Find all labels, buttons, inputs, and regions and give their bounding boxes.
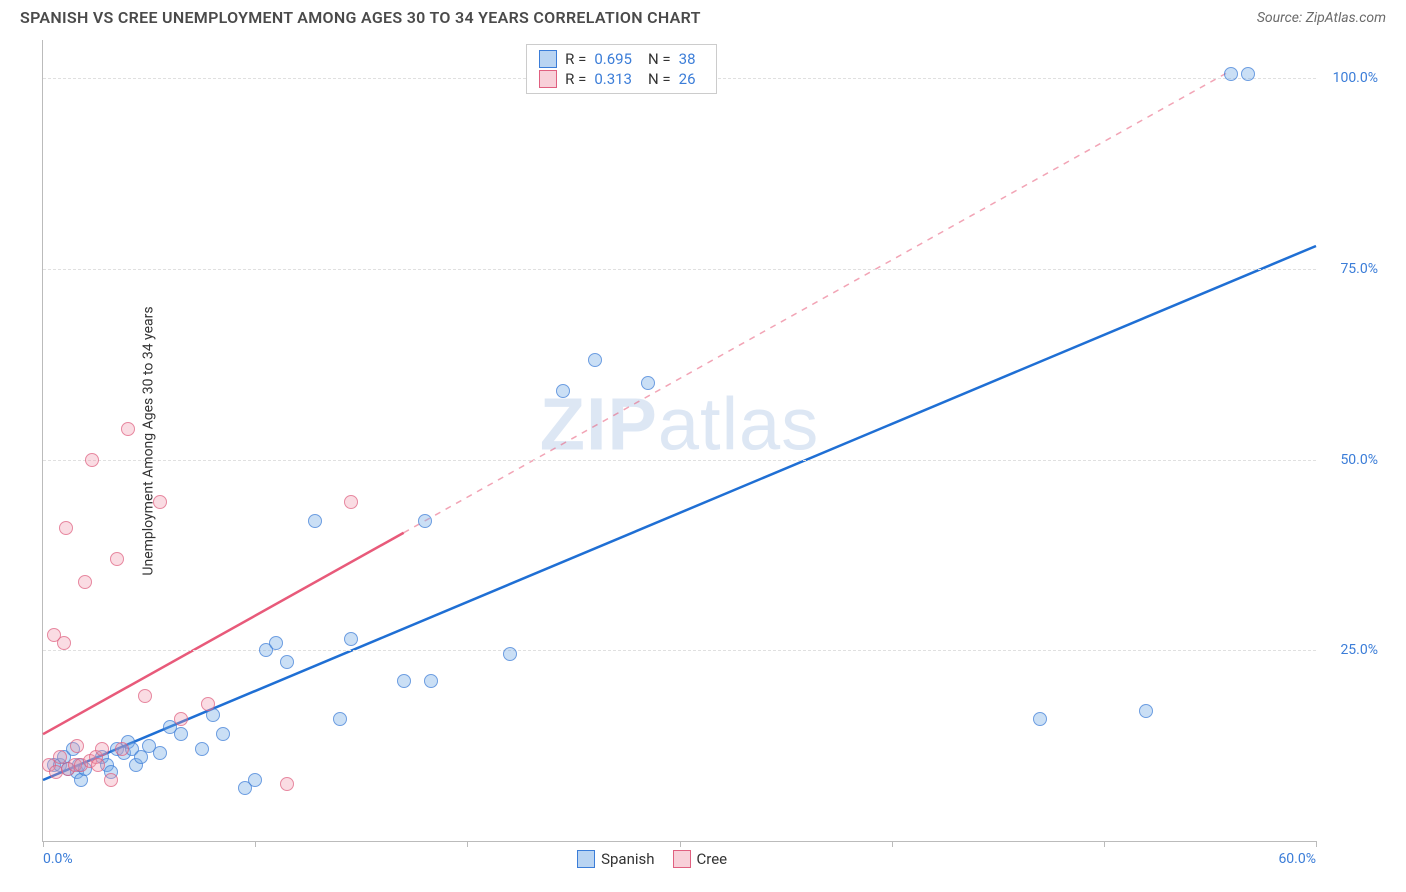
data-point-spanish (269, 636, 283, 650)
gridline (43, 269, 1316, 270)
data-point-cree (70, 739, 84, 753)
data-point-cree (174, 712, 188, 726)
gridline (43, 650, 1316, 651)
data-point-cree (78, 575, 92, 589)
data-point-spanish (1241, 67, 1255, 81)
data-point-spanish (1139, 704, 1153, 718)
data-point-spanish (333, 712, 347, 726)
swatch-spanish (539, 50, 557, 68)
x-tick (1316, 841, 1317, 847)
data-point-spanish (216, 727, 230, 741)
plot-area: ZIPatlas 25.0%50.0%75.0%100.0%0.0%60.0% (42, 40, 1316, 842)
data-point-cree (121, 422, 135, 436)
r-value-spanish: 0.695 (594, 50, 632, 68)
y-axis-label: Unemployment Among Ages 30 to 34 years (141, 306, 157, 575)
trendline-spanish (43, 246, 1316, 780)
n-label: N = (648, 70, 671, 88)
data-point-spanish (344, 632, 358, 646)
data-point-cree (344, 495, 358, 509)
x-tick-label: 60.0% (1278, 851, 1316, 867)
data-point-spanish (174, 727, 188, 741)
data-point-spanish (308, 514, 322, 528)
data-point-spanish (134, 750, 148, 764)
x-tick (892, 841, 893, 847)
data-point-cree (59, 521, 73, 535)
legend-label-cree: Cree (697, 850, 728, 868)
data-point-spanish (588, 353, 602, 367)
data-point-cree (280, 777, 294, 791)
data-point-spanish (280, 655, 294, 669)
n-value-spanish: 38 (679, 50, 696, 68)
legend-item-cree: Cree (673, 850, 728, 868)
data-point-spanish (153, 746, 167, 760)
data-point-spanish (503, 647, 517, 661)
data-point-cree (104, 773, 118, 787)
data-point-spanish (424, 674, 438, 688)
r-label: R = (565, 70, 586, 88)
x-tick (255, 841, 256, 847)
data-point-spanish (1033, 712, 1047, 726)
x-tick-label: 0.0% (43, 851, 73, 867)
data-point-cree (95, 742, 109, 756)
data-point-cree (110, 552, 124, 566)
data-point-cree (138, 689, 152, 703)
chart-area: ZIPatlas 25.0%50.0%75.0%100.0%0.0%60.0% … (42, 40, 1316, 842)
n-value-cree: 26 (679, 70, 696, 88)
x-tick (43, 841, 44, 847)
data-point-spanish (418, 514, 432, 528)
y-tick-label: 100.0% (1333, 70, 1378, 86)
x-tick (1104, 841, 1105, 847)
swatch-spanish (577, 850, 595, 868)
data-point-spanish (641, 376, 655, 390)
x-tick (680, 841, 681, 847)
swatch-cree (673, 850, 691, 868)
source-attribution: Source: ZipAtlas.com (1257, 10, 1386, 26)
gridline (43, 460, 1316, 461)
r-value-cree: 0.313 (594, 70, 632, 88)
data-point-cree (57, 636, 71, 650)
trendline-cree-dashed (404, 71, 1231, 533)
data-point-spanish (1224, 67, 1238, 81)
y-tick-label: 75.0% (1340, 261, 1378, 277)
data-point-cree (85, 453, 99, 467)
legend-row-spanish: R = 0.695 N = 38 (539, 49, 703, 69)
chart-title: SPANISH VS CREE UNEMPLOYMENT AMONG AGES … (20, 8, 701, 27)
data-point-cree (201, 697, 215, 711)
legend-series: Spanish Cree (577, 850, 727, 868)
legend-label-spanish: Spanish (601, 850, 654, 868)
y-tick-label: 25.0% (1340, 642, 1378, 658)
data-point-spanish (556, 384, 570, 398)
data-point-spanish (248, 773, 262, 787)
y-tick-label: 50.0% (1340, 452, 1378, 468)
data-point-spanish (195, 742, 209, 756)
legend-item-spanish: Spanish (577, 850, 654, 868)
r-label: R = (565, 50, 586, 68)
data-point-spanish (397, 674, 411, 688)
watermark: ZIPatlas (540, 382, 819, 467)
n-label: N = (648, 50, 671, 68)
legend-row-cree: R = 0.313 N = 26 (539, 69, 703, 89)
data-point-cree (91, 758, 105, 772)
trendlines-layer (43, 40, 1316, 841)
x-tick (467, 841, 468, 847)
data-point-cree (115, 742, 129, 756)
legend-correlation: R = 0.695 N = 38 R = 0.313 N = 26 (526, 44, 716, 94)
swatch-cree (539, 70, 557, 88)
